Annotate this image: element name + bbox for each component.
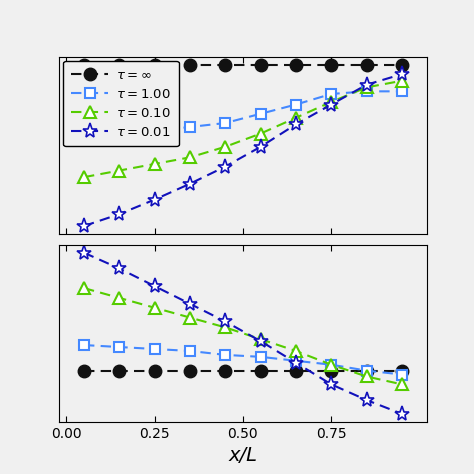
X-axis label: x/L: x/L xyxy=(228,447,257,465)
Legend: $\tau = \infty$, $\tau = 1.00$, $\tau = 0.10$, $\tau = 0.01$: $\tau = \infty$, $\tau = 1.00$, $\tau = … xyxy=(63,61,179,146)
